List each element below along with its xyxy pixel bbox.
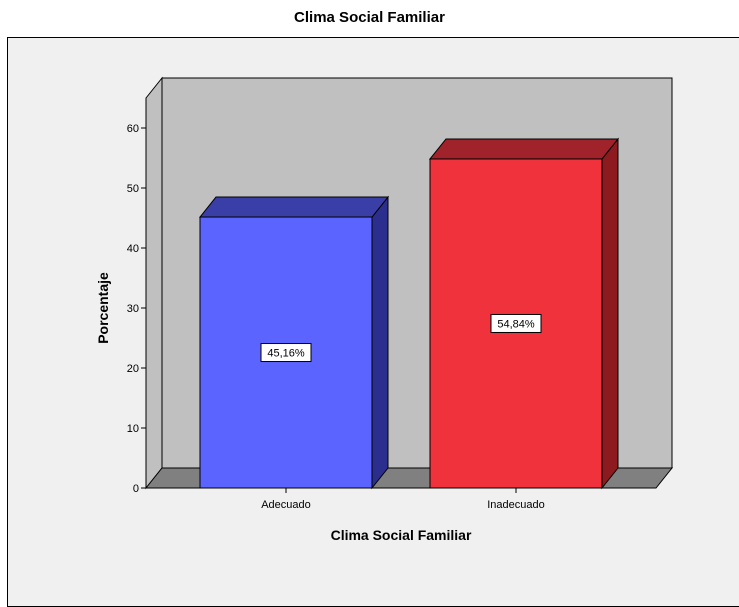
bars-group: 45,16% 54,84% — [198, 137, 620, 490]
y-tick-label: 60 — [127, 123, 139, 135]
y-axis: 0 10 20 30 40 50 60 — [127, 98, 147, 495]
data-label: 54,84% — [497, 318, 535, 330]
data-label-box — [490, 313, 542, 333]
bar-top — [198, 196, 390, 218]
bar-chart: 0 10 20 30 40 50 60 45,16% 54,84% Adecuado Inade… — [95, 76, 674, 543]
bar-inadecuado: 54,84% — [428, 137, 620, 490]
x-axis: Adecuado Inadecuado — [146, 487, 656, 511]
data-label-box — [260, 343, 312, 363]
y-tick-label: 30 — [127, 303, 139, 315]
chart-title: Clima Social Familiar — [294, 9, 445, 26]
data-label: 45,16% — [267, 348, 305, 360]
y-tick-label: 20 — [127, 363, 139, 375]
y-tick-label: 0 — [133, 483, 139, 495]
x-axis-title: Clima Social Familiar — [331, 527, 472, 543]
bar-top — [428, 138, 620, 160]
plot-left-wall — [145, 76, 163, 490]
y-tick-label: 10 — [127, 423, 139, 435]
x-tick-label: Adecuado — [261, 499, 311, 511]
y-tick-label: 50 — [127, 183, 139, 195]
bar-side — [371, 195, 389, 490]
x-tick-label: Inadecuado — [487, 499, 545, 511]
y-axis-title: Porcentaje — [95, 272, 111, 344]
y-tick-label: 40 — [127, 243, 139, 255]
bar-side — [601, 137, 619, 490]
bar-adecuado: 45,16% — [198, 195, 390, 490]
